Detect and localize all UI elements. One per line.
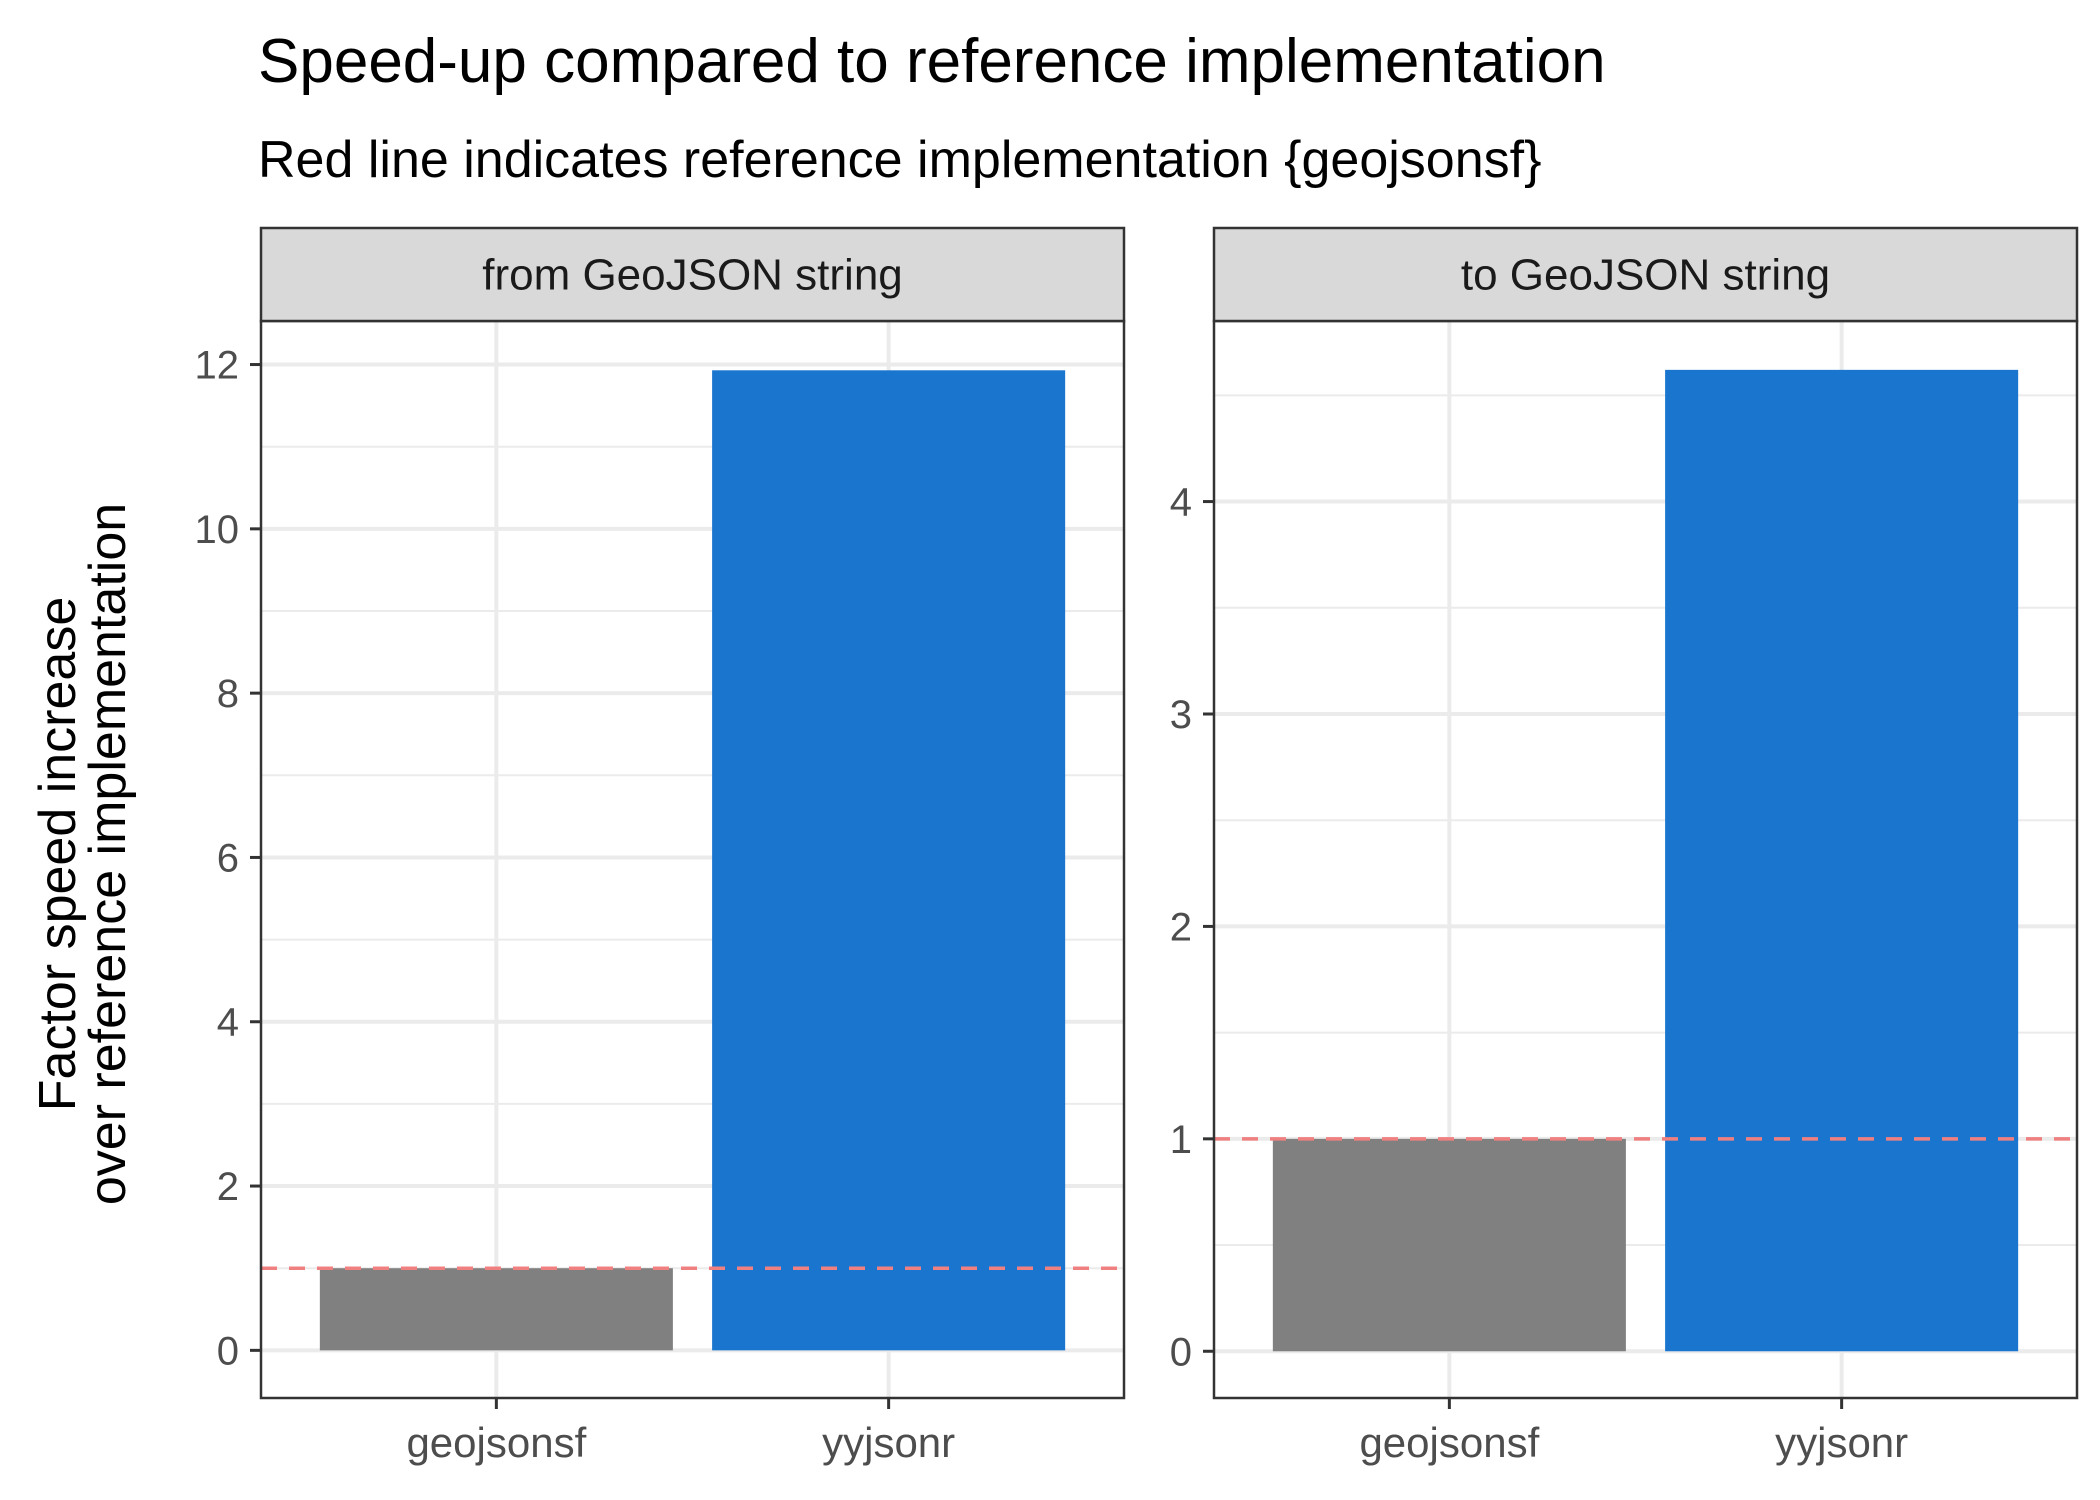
facet-strip-label: from GeoJSON string bbox=[482, 251, 903, 300]
facet-strip bbox=[1212, 226, 2079, 323]
x-tick-label: yyjsonr bbox=[822, 1419, 955, 1466]
facet-strip bbox=[259, 226, 1126, 323]
y-axis-label-line-2: over reference implementation bbox=[79, 503, 137, 1205]
bar-yyjsonr bbox=[1665, 369, 2019, 1352]
y-tick-label: 6 bbox=[217, 836, 239, 880]
x-tick-label: yyjsonr bbox=[1775, 1419, 1908, 1466]
y-axis-label: Factor speed increase over reference imp… bbox=[29, 503, 137, 1205]
x-tick-label: geojsonsf bbox=[1359, 1419, 1539, 1466]
y-tick-label: 8 bbox=[217, 672, 239, 716]
bar-geojsonsf bbox=[1272, 1138, 1626, 1352]
chart-title: Speed-up compared to reference implement… bbox=[258, 27, 1606, 96]
y-tick-label: 0 bbox=[217, 1329, 239, 1373]
y-tick-label: 4 bbox=[1170, 481, 1192, 525]
facet-panel-2: to GeoJSON string 0 1 2 3 4 geojsonsf yyjsonr bbox=[1170, 226, 2079, 1466]
y-tick-label: 4 bbox=[217, 1001, 239, 1045]
facet-strip-label: to GeoJSON string bbox=[1461, 251, 1830, 300]
y-axis-label-line-1: Factor speed increase bbox=[29, 597, 87, 1112]
y-tick-label: 1 bbox=[1170, 1118, 1192, 1162]
x-tick-label: geojsonsf bbox=[406, 1419, 586, 1466]
y-tick-label: 12 bbox=[195, 344, 240, 388]
y-tick-label: 2 bbox=[217, 1165, 239, 1209]
y-tick-label: 2 bbox=[1170, 905, 1192, 949]
y-tick-label: 10 bbox=[195, 508, 240, 552]
chart-subtitle: Red line indicates reference implementat… bbox=[258, 131, 1541, 189]
facet-panel-1: from GeoJSON string 0 2 4 6 8 10 12 geojsonsf yyj… bbox=[195, 226, 1126, 1466]
bar-yyjsonr bbox=[712, 370, 1066, 1351]
y-tick-label: 0 bbox=[1170, 1330, 1192, 1374]
y-tick-label: 3 bbox=[1170, 693, 1192, 737]
bar-geojsonsf bbox=[319, 1268, 673, 1351]
